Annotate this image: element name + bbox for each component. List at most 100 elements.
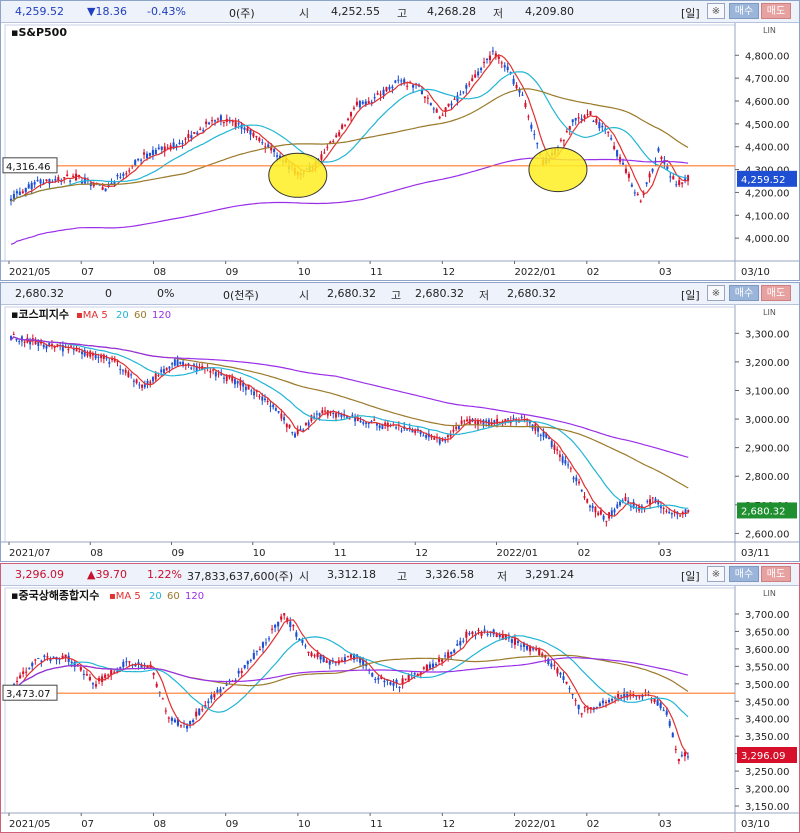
sell-button[interactable]: 매도	[761, 566, 791, 582]
y-tick-label: 3,350.00	[745, 732, 790, 743]
settings-icon[interactable]: ※	[707, 566, 725, 582]
candle-body	[611, 698, 614, 701]
candle-body	[542, 431, 545, 437]
candle-body	[18, 191, 21, 196]
candle-body	[619, 501, 621, 506]
sp500-panel: 4,259.52 ▼18.36 -0.43% 0(주) 시 4,252.55 고…	[0, 0, 800, 281]
candle-body	[279, 155, 282, 159]
volume: 0(천주)	[223, 289, 259, 302]
y-tick-label: 4,500.00	[745, 120, 790, 131]
x-tick-label: 2021/05	[9, 819, 51, 830]
candle-body	[258, 649, 261, 651]
settings-icon[interactable]: ※	[707, 3, 725, 19]
sell-button[interactable]: 매도	[761, 285, 791, 301]
candle-body	[22, 671, 25, 674]
candle-body	[12, 334, 15, 336]
candle-body	[228, 375, 231, 378]
candle-body	[285, 423, 288, 428]
candle-body	[354, 417, 357, 422]
candle-body	[586, 113, 589, 115]
candle-body	[349, 112, 353, 117]
candle-body	[86, 353, 89, 356]
candle-body	[42, 182, 45, 185]
candle-body	[107, 674, 110, 676]
candle-body	[395, 427, 398, 429]
candle-body	[63, 177, 66, 179]
candle-body	[154, 149, 157, 155]
candle-body	[347, 118, 350, 120]
candle-body	[170, 717, 173, 721]
low-value: 3,291.24	[525, 568, 574, 581]
candle-body	[79, 667, 82, 671]
period-button[interactable]: [일]	[681, 7, 700, 20]
kospi-panel: 2,680.32 0 0% 0(천주) 시 2,680.32 고 2,680.3…	[0, 282, 800, 562]
candle-body	[503, 65, 506, 68]
change: ▲39.70	[87, 568, 127, 581]
candle-body	[610, 510, 613, 516]
sp500-chart: ▪S&P500LIN4,000.004,100.004,200.004,300.…	[1, 23, 799, 281]
candle-body	[521, 94, 524, 96]
candle-body	[422, 667, 425, 669]
candle-body	[61, 345, 64, 352]
change-pct: 1.22%	[147, 568, 182, 581]
candle-body	[662, 507, 665, 509]
x-tick-label: 07	[81, 267, 94, 278]
candle-body	[12, 193, 15, 199]
candle-body	[161, 698, 164, 700]
candle-body	[471, 631, 474, 635]
candle-body	[253, 391, 256, 396]
ma-line-120	[10, 336, 689, 458]
buy-button[interactable]: 매수	[729, 285, 759, 301]
candle-body	[247, 384, 250, 390]
candle-body	[639, 200, 642, 202]
period-button[interactable]: [일]	[681, 570, 700, 583]
candle-body	[496, 418, 499, 424]
candle-body	[633, 192, 636, 194]
candle-body	[441, 439, 444, 442]
x-tick-label: 10	[253, 548, 266, 559]
period-button[interactable]: [일]	[681, 289, 700, 302]
candle-body	[190, 367, 193, 369]
candle-body	[406, 85, 409, 87]
candle-body	[217, 373, 220, 375]
candle-body	[610, 138, 613, 140]
x-tick-label: 12	[442, 267, 455, 278]
candle-body	[351, 414, 354, 416]
candle-body	[213, 120, 217, 122]
kospi-chart: ▪코스피지수▪MA 52060120LIN2,600.002,700.002,8…	[1, 305, 799, 562]
candle-body	[91, 683, 95, 685]
candle-body	[261, 642, 265, 648]
candle-body	[556, 668, 559, 674]
candle-body	[672, 176, 675, 180]
candle-body	[528, 421, 531, 424]
candle-body	[219, 115, 222, 122]
candle-body	[172, 142, 175, 149]
candle-body	[283, 417, 286, 421]
candle-body	[228, 120, 231, 122]
ma-line-20	[10, 71, 689, 202]
candle-body	[237, 670, 240, 674]
candle-body	[684, 509, 687, 514]
candle-body	[624, 168, 627, 173]
candle-body	[54, 179, 57, 181]
candle-body	[359, 658, 362, 663]
candle-body	[401, 678, 404, 685]
x-tick-label: 11	[334, 548, 347, 559]
buy-button[interactable]: 매수	[729, 566, 759, 582]
settings-icon[interactable]: ※	[707, 285, 725, 301]
candle-body	[181, 143, 184, 145]
candle-body	[151, 150, 154, 155]
candle-body	[604, 128, 607, 130]
candle-body	[662, 710, 665, 712]
buy-button[interactable]: 매수	[729, 3, 759, 19]
candle-body	[571, 119, 574, 123]
candle-body	[304, 422, 307, 426]
candle-body	[195, 365, 198, 372]
candle-body	[400, 430, 403, 432]
ma-legend-item: 20	[149, 591, 162, 602]
candle-body	[48, 178, 51, 184]
candle-body	[623, 692, 626, 698]
change-pct: 0%	[157, 287, 175, 300]
candle-body	[178, 142, 181, 145]
sell-button[interactable]: 매도	[761, 3, 791, 19]
